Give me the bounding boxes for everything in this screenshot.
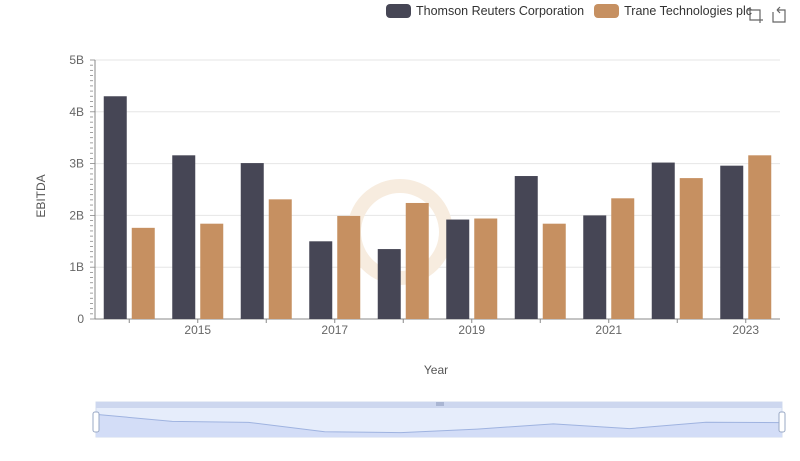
bar-trane-2022 — [679, 178, 703, 319]
legend-item-0[interactable]: Thomson Reuters Corporation — [386, 4, 584, 18]
bar-trane-2019 — [474, 218, 498, 319]
bar-trane-2017 — [337, 215, 361, 319]
x-tick-label: 2017 — [321, 323, 348, 337]
bar-thomson-2014 — [103, 96, 127, 319]
bar-thomson-2022 — [651, 162, 675, 319]
y-tick-label: 5B — [69, 53, 84, 67]
y-tick-label: 0 — [77, 312, 84, 326]
bar-trane-2020 — [542, 223, 566, 319]
zoom-handle-right[interactable] — [778, 411, 786, 433]
x-tick-label: 2023 — [732, 323, 759, 337]
bar-trane-2015 — [200, 223, 224, 319]
bar-thomson-2018 — [377, 249, 401, 319]
y-tick-label: 2B — [69, 208, 84, 222]
legend-swatch — [594, 4, 620, 18]
x-axis-title: Year — [423, 363, 449, 377]
bar-thomson-2020 — [514, 176, 538, 319]
legend-item-1[interactable]: Trane Technologies plc — [594, 4, 752, 18]
toolbox — [746, 6, 788, 24]
legend-swatch — [386, 4, 411, 18]
y-axis-title: EBITDA — [34, 174, 48, 218]
bar-trane-2014 — [131, 227, 155, 319]
legend: Thomson Reuters Corporation Trane Technol… — [386, 4, 762, 18]
y-tick-label: 3B — [69, 157, 84, 171]
x-tick-label: 2021 — [595, 323, 622, 337]
legend-label: Thomson Reuters Corporation — [416, 4, 585, 18]
zoom-drag-grip — [436, 402, 444, 406]
x-tick-label: 2019 — [458, 323, 485, 337]
bar-trane-2016 — [268, 199, 292, 319]
bar-thomson-2015 — [172, 155, 196, 319]
bar-trane-2021 — [611, 198, 635, 319]
bar-thomson-2017 — [309, 241, 333, 319]
bar-thomson-2016 — [240, 163, 264, 319]
y-tick-label: 1B — [69, 260, 84, 274]
restore-icon[interactable] — [770, 6, 788, 24]
zoom-preview-line — [95, 413, 783, 434]
x-tick-label: 2015 — [184, 323, 211, 337]
legend-label: Trane Technologies plc — [624, 4, 752, 18]
zoom-icon[interactable] — [746, 6, 764, 24]
bar-thomson-2019 — [446, 219, 470, 319]
y-tick-label: 4B — [69, 105, 84, 119]
bar-thomson-2021 — [583, 215, 607, 319]
bar-trane-2023 — [748, 155, 772, 319]
bar-thomson-2023 — [720, 165, 744, 319]
zoom-handle-left[interactable] — [92, 411, 100, 433]
bar-trane-2018 — [405, 202, 429, 319]
zoom-preview-area — [96, 414, 782, 437]
